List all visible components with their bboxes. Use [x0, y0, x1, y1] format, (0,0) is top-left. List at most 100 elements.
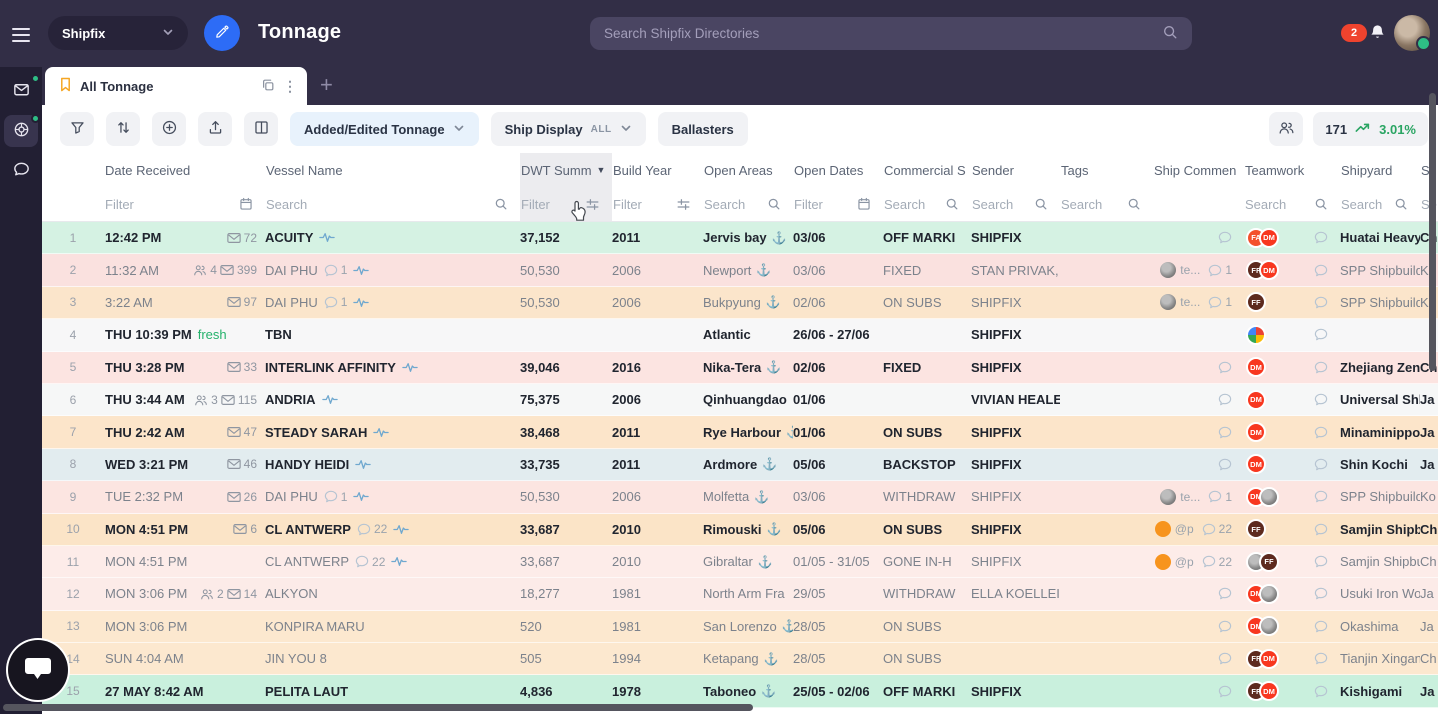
table-row[interactable]: 12 MON 3:06 PM 2 14 ALKYON 18,277 1981 North Ar… — [42, 578, 1438, 611]
teamwork-comment-bubble[interactable] — [1314, 652, 1328, 665]
ship-comment-bubble[interactable] — [1218, 587, 1232, 600]
tag-chip[interactable]: @p — [1154, 553, 1194, 570]
teamwork-comment-bubble[interactable] — [1314, 490, 1328, 503]
sidebar-item-tonnage[interactable] — [4, 114, 40, 147]
teamwork-comment-bubble[interactable] — [1314, 523, 1328, 536]
column-filter-shipyard[interactable]: Search — [1340, 187, 1420, 221]
ship-comment-bubble[interactable] — [1218, 620, 1232, 633]
add-row-button[interactable] — [152, 112, 186, 146]
columns-button[interactable] — [244, 112, 278, 146]
column-header-tags[interactable]: Tags — [1060, 153, 1153, 187]
column-header-teamwork[interactable]: Teamwork — [1244, 153, 1340, 187]
teamwork-avatars[interactable]: FF — [1246, 292, 1266, 313]
sidebar-item-chat[interactable] — [4, 155, 38, 187]
table-row[interactable]: 1 12:42 PM 72 ACUITY 37,152 2011 Jervis bay ⚓ 03… — [42, 222, 1438, 255]
teamwork-comment-bubble[interactable] — [1314, 296, 1328, 309]
ballasters-button[interactable]: Ballasters — [657, 112, 748, 146]
teamwork-avatars[interactable]: DM — [1246, 357, 1266, 378]
column-filter-dwt-summ[interactable]: Filter — [520, 187, 612, 221]
activity-pulse-icon[interactable] — [319, 232, 336, 243]
column-header-shipyard[interactable]: Shipyard — [1340, 153, 1420, 187]
teamwork-comment-bubble[interactable] — [1314, 231, 1328, 244]
teamwork-comment-bubble[interactable] — [1314, 587, 1328, 600]
vertical-scrollbar[interactable] — [1429, 93, 1436, 371]
column-header-open-dates[interactable]: Open Dates — [793, 153, 883, 187]
teamwork-avatars[interactable]: DM — [1246, 422, 1266, 443]
horizontal-scrollbar[interactable] — [3, 704, 753, 711]
ship-comment-bubble[interactable] — [1218, 685, 1232, 698]
table-row[interactable]: 11 MON 4:51 PM CL ANTWERP 22 33,687 2010 Gibra… — [42, 545, 1438, 579]
teamwork-avatars[interactable]: DM — [1246, 616, 1279, 637]
column-header-open-areas[interactable]: Open Areas — [703, 153, 793, 187]
ship-comment-bubble[interactable]: 22 — [1202, 555, 1232, 569]
tag-chip[interactable]: te... — [1160, 294, 1200, 311]
global-search-input[interactable]: Search Shipfix Directories — [590, 17, 1192, 50]
table-row[interactable]: 7 THU 2:42 AM 47 STEADY SARAH 38,468 2011 Rye … — [42, 416, 1438, 449]
chat-widget-button[interactable] — [8, 640, 68, 700]
table-row[interactable]: 13 MON 3:06 PM KONPIRA MARU 520 1981 San Lore… — [42, 610, 1438, 644]
edit-page-button[interactable] — [204, 15, 240, 51]
table-row[interactable]: 4 THU 10:39 PM fresh TBN Atlantic 26/06 - 27/… — [42, 319, 1438, 352]
user-avatar[interactable] — [1394, 15, 1431, 51]
column-header-vessel-name[interactable]: Vessel Name — [265, 153, 520, 187]
vessel-comment-count[interactable]: 22 — [357, 522, 387, 536]
notification-count-badge[interactable]: 2 — [1341, 24, 1367, 42]
teamwork-comment-bubble[interactable] — [1314, 620, 1328, 633]
activity-pulse-icon[interactable] — [321, 394, 338, 405]
table-row[interactable]: 8 WED 3:21 PM 46 HANDY HEIDI 33,735 2011 Ardmo… — [42, 448, 1438, 482]
column-header-date-received[interactable]: Date Received — [104, 153, 265, 187]
table-row[interactable]: 9 TUE 2:32 PM 26 DAI PHU 1 50,530 2006 Molfetta… — [42, 481, 1438, 514]
table-row[interactable]: 14 SUN 4:04 AM JIN YOU 8 505 1994 Ketapang ⚓ 28… — [42, 643, 1438, 676]
teamwork-avatars[interactable]: FF — [1246, 519, 1266, 540]
view-selector-dropdown[interactable]: Added/Edited Tonnage — [290, 112, 479, 146]
teamwork-comment-bubble[interactable] — [1314, 393, 1328, 406]
table-row[interactable]: 10 MON 4:51 PM 6 CL ANTWERP 22 33,687 2010 Rimo… — [42, 513, 1438, 546]
column-filter-tags[interactable]: Search — [1060, 187, 1153, 221]
activity-pulse-icon[interactable] — [355, 459, 371, 470]
teamwork-comment-bubble[interactable] — [1314, 458, 1328, 471]
teamwork-comment-bubble[interactable] — [1314, 426, 1328, 439]
ship-comment-bubble[interactable] — [1218, 652, 1232, 665]
activity-pulse-icon[interactable] — [391, 556, 408, 567]
column-filter-build-year[interactable]: Filter — [612, 187, 703, 221]
teamwork-avatars[interactable]: DM — [1246, 454, 1266, 475]
teamwork-comment-bubble[interactable] — [1314, 328, 1328, 341]
activity-pulse-icon[interactable] — [393, 524, 410, 535]
ship-comment-bubble[interactable]: 1 — [1208, 490, 1232, 504]
teamwork-avatars[interactable]: FF DM — [1246, 260, 1279, 281]
teamwork-avatars[interactable]: DM — [1246, 583, 1279, 604]
bell-icon[interactable] — [1368, 23, 1387, 45]
tag-chip[interactable]: te... — [1160, 262, 1200, 279]
sidebar-item-inbox[interactable] — [4, 74, 40, 107]
teamwork-avatars[interactable]: FF DM — [1246, 681, 1279, 702]
row-count-pill[interactable]: 171 3.01% — [1313, 112, 1428, 146]
teamwork-avatars[interactable]: DM — [1246, 389, 1266, 410]
column-filter-vessel-name[interactable]: Search — [265, 187, 520, 221]
share-team-button[interactable] — [1269, 112, 1304, 146]
column-header-row-number[interactable] — [42, 153, 104, 187]
column-filter-teamwork[interactable]: Search — [1244, 187, 1340, 221]
column-header-dwt-summ[interactable]: DWT Summ ▼ — [520, 153, 612, 187]
vessel-comment-count[interactable]: 1 — [324, 295, 347, 309]
column-filter-open-areas[interactable]: Search — [703, 187, 793, 221]
add-tab-button[interactable]: + — [320, 72, 333, 97]
ship-comment-bubble[interactable]: 22 — [1202, 522, 1232, 536]
teamwork-avatars[interactable]: FF DM — [1246, 648, 1279, 669]
ship-display-dropdown[interactable]: Ship Display ALL — [490, 112, 646, 146]
table-row[interactable]: 2 11:32 AM 4 399 DAI PHU 1 50,530 2006 Newport ⚓ 0… — [42, 254, 1438, 287]
teamwork-comment-bubble[interactable] — [1314, 361, 1328, 374]
tag-chip[interactable]: te... — [1160, 488, 1200, 505]
column-header-commercial-s[interactable]: Commercial S — [883, 153, 971, 187]
activity-pulse-icon[interactable] — [353, 491, 370, 502]
ship-comment-bubble[interactable] — [1218, 426, 1232, 439]
vessel-comment-count[interactable]: 1 — [324, 263, 347, 277]
activity-pulse-icon[interactable] — [353, 297, 370, 308]
ship-comment-bubble[interactable] — [1218, 361, 1232, 374]
table-row[interactable]: 5 THU 3:28 PM 33 INTERLINK AFFINITY 39,046 20… — [42, 351, 1438, 384]
teamwork-avatars[interactable]: FA DM — [1246, 227, 1279, 248]
activity-pulse-icon[interactable] — [402, 362, 418, 373]
column-header-build-year[interactable]: Build Year — [612, 153, 703, 187]
table-row[interactable]: 15 27 MAY 8:42 AM PELITA LAUT 4,836 1978 Tabo… — [42, 675, 1438, 708]
duplicate-tab-icon[interactable] — [261, 78, 275, 95]
tag-chip[interactable]: @p — [1154, 521, 1194, 538]
